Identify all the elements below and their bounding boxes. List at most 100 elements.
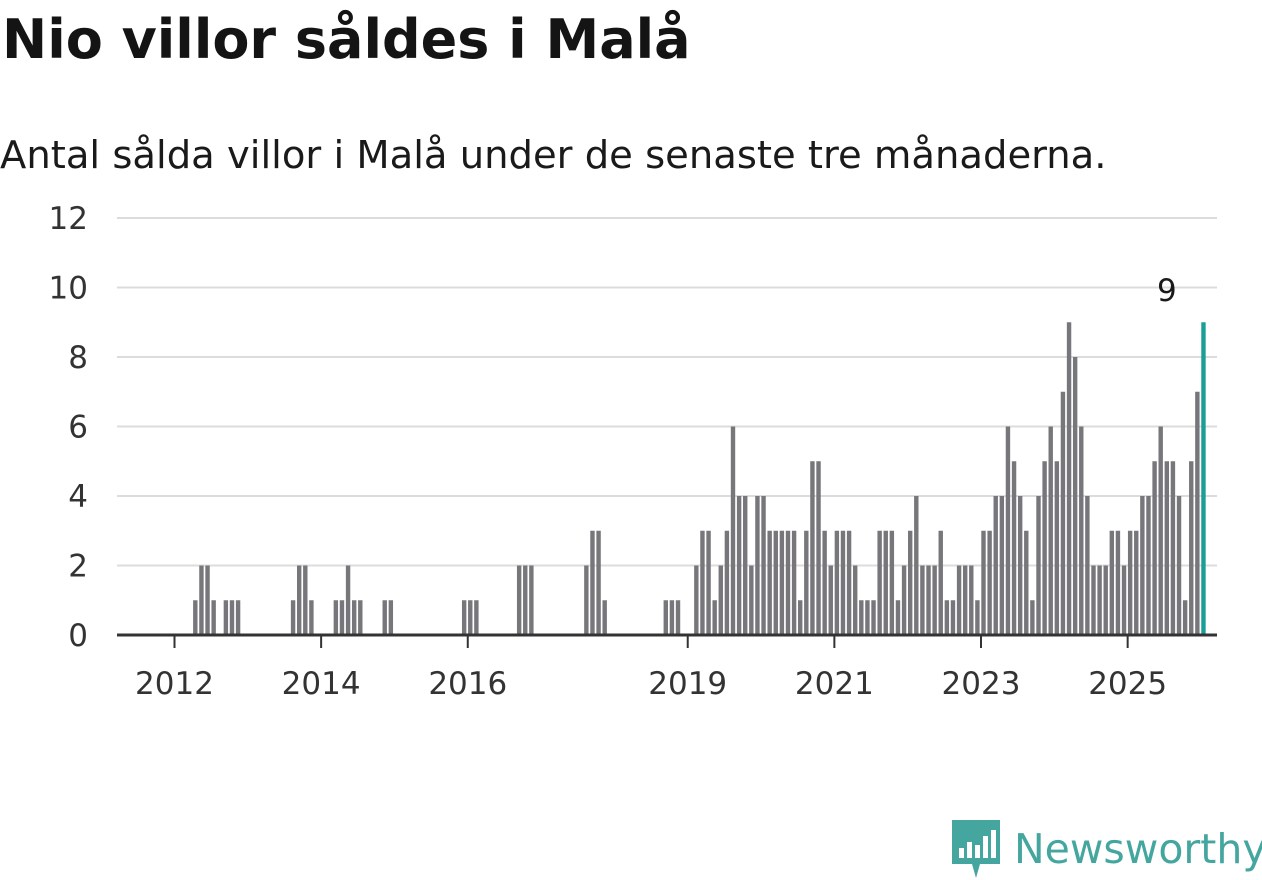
- bar: [962, 565, 968, 635]
- bar: [901, 565, 907, 635]
- bar: [1024, 530, 1029, 635]
- bar: [468, 600, 473, 635]
- bar: [804, 530, 809, 635]
- bar: [761, 496, 766, 635]
- bars: [193, 322, 1206, 635]
- bar: [303, 565, 308, 635]
- bar: [895, 600, 901, 635]
- bar: [516, 565, 522, 635]
- bar: [290, 600, 296, 635]
- chart-subtitle: Antal sålda villor i Malå under de senas…: [0, 133, 1107, 178]
- bar: [235, 600, 241, 635]
- bar: [296, 565, 302, 635]
- bar: [1042, 461, 1047, 635]
- bar: [810, 461, 815, 635]
- bar: [193, 600, 198, 635]
- bar: [199, 565, 204, 635]
- bar: [981, 530, 986, 635]
- bar: [1017, 496, 1023, 635]
- bar: [602, 600, 607, 635]
- bar: [853, 565, 858, 635]
- bar: [779, 530, 785, 635]
- bar: [1115, 530, 1121, 635]
- bar: [926, 565, 931, 635]
- bar: [1066, 322, 1072, 635]
- bar: [1103, 565, 1108, 635]
- bar: [950, 600, 956, 635]
- x-tick-label: 2016: [428, 666, 507, 702]
- newsworthy-bar-chart-icon: [952, 820, 1000, 878]
- x-tick-label: 2025: [1088, 666, 1167, 702]
- bar: [1072, 357, 1078, 635]
- bar: [938, 530, 943, 635]
- bar: [596, 530, 601, 635]
- bar: [333, 600, 339, 635]
- x-tick-label: 2019: [648, 666, 727, 702]
- bar: [859, 600, 864, 635]
- bar: [339, 600, 345, 635]
- bar: [1127, 530, 1133, 635]
- bar: [1134, 530, 1139, 635]
- bar: [1195, 391, 1200, 635]
- bar: [1060, 391, 1066, 635]
- bar: [529, 565, 534, 635]
- bar: [944, 600, 950, 635]
- bar: [1091, 565, 1096, 635]
- bar: [1182, 600, 1188, 635]
- bar: [987, 530, 992, 635]
- bar: [590, 530, 595, 635]
- bar: [1121, 565, 1127, 635]
- bar: [1030, 600, 1035, 635]
- bar: [358, 600, 363, 635]
- bar: [211, 600, 216, 635]
- bar: [1158, 426, 1163, 635]
- bar: [1011, 461, 1017, 635]
- bar: [889, 530, 895, 635]
- bar: [834, 530, 840, 635]
- bar: [1048, 426, 1053, 635]
- bar: [694, 565, 699, 635]
- bar: [229, 600, 235, 635]
- bar: [816, 461, 821, 635]
- bar: [584, 565, 589, 635]
- bar: [773, 530, 778, 635]
- bar: [1170, 461, 1176, 635]
- bar: [1109, 530, 1115, 635]
- bar: [828, 565, 833, 635]
- bar: [382, 600, 387, 635]
- bar: [743, 496, 748, 635]
- bar: [914, 496, 919, 635]
- bar: [669, 600, 675, 635]
- bar: [1164, 461, 1170, 635]
- bar: [1140, 496, 1145, 635]
- y-tick-label: 0: [68, 618, 88, 654]
- x-tick-label: 2014: [282, 666, 361, 702]
- bar: [755, 496, 760, 635]
- bar: [907, 530, 913, 635]
- bar: [700, 530, 705, 635]
- bar: [706, 530, 711, 635]
- bar: [767, 530, 772, 635]
- y-tick-label: 10: [49, 271, 88, 307]
- highlight-bar: [1201, 322, 1206, 635]
- bar: [883, 530, 888, 635]
- bar: [675, 600, 681, 635]
- y-tick-label: 2: [68, 549, 88, 585]
- bar: [798, 600, 803, 635]
- y-tick-label: 4: [68, 479, 88, 515]
- bar: [1054, 461, 1060, 635]
- bar: [1189, 461, 1194, 635]
- bar: [736, 496, 742, 635]
- axes: [117, 633, 1217, 648]
- newsworthy-logo: Newsworthy: [950, 818, 1262, 880]
- bar: [730, 426, 736, 635]
- bar: [388, 600, 394, 635]
- bar: [461, 600, 467, 635]
- bar: [663, 600, 668, 635]
- bar: [1005, 426, 1011, 635]
- bar: [1079, 426, 1084, 635]
- bar: [877, 530, 882, 635]
- tick-labels: 0 2 4 6 8 10 12 2012 2014 2016 2019 2021 2023 2025 9: [49, 201, 1177, 702]
- bar: [749, 565, 754, 635]
- x-tick-label: 2012: [135, 666, 214, 702]
